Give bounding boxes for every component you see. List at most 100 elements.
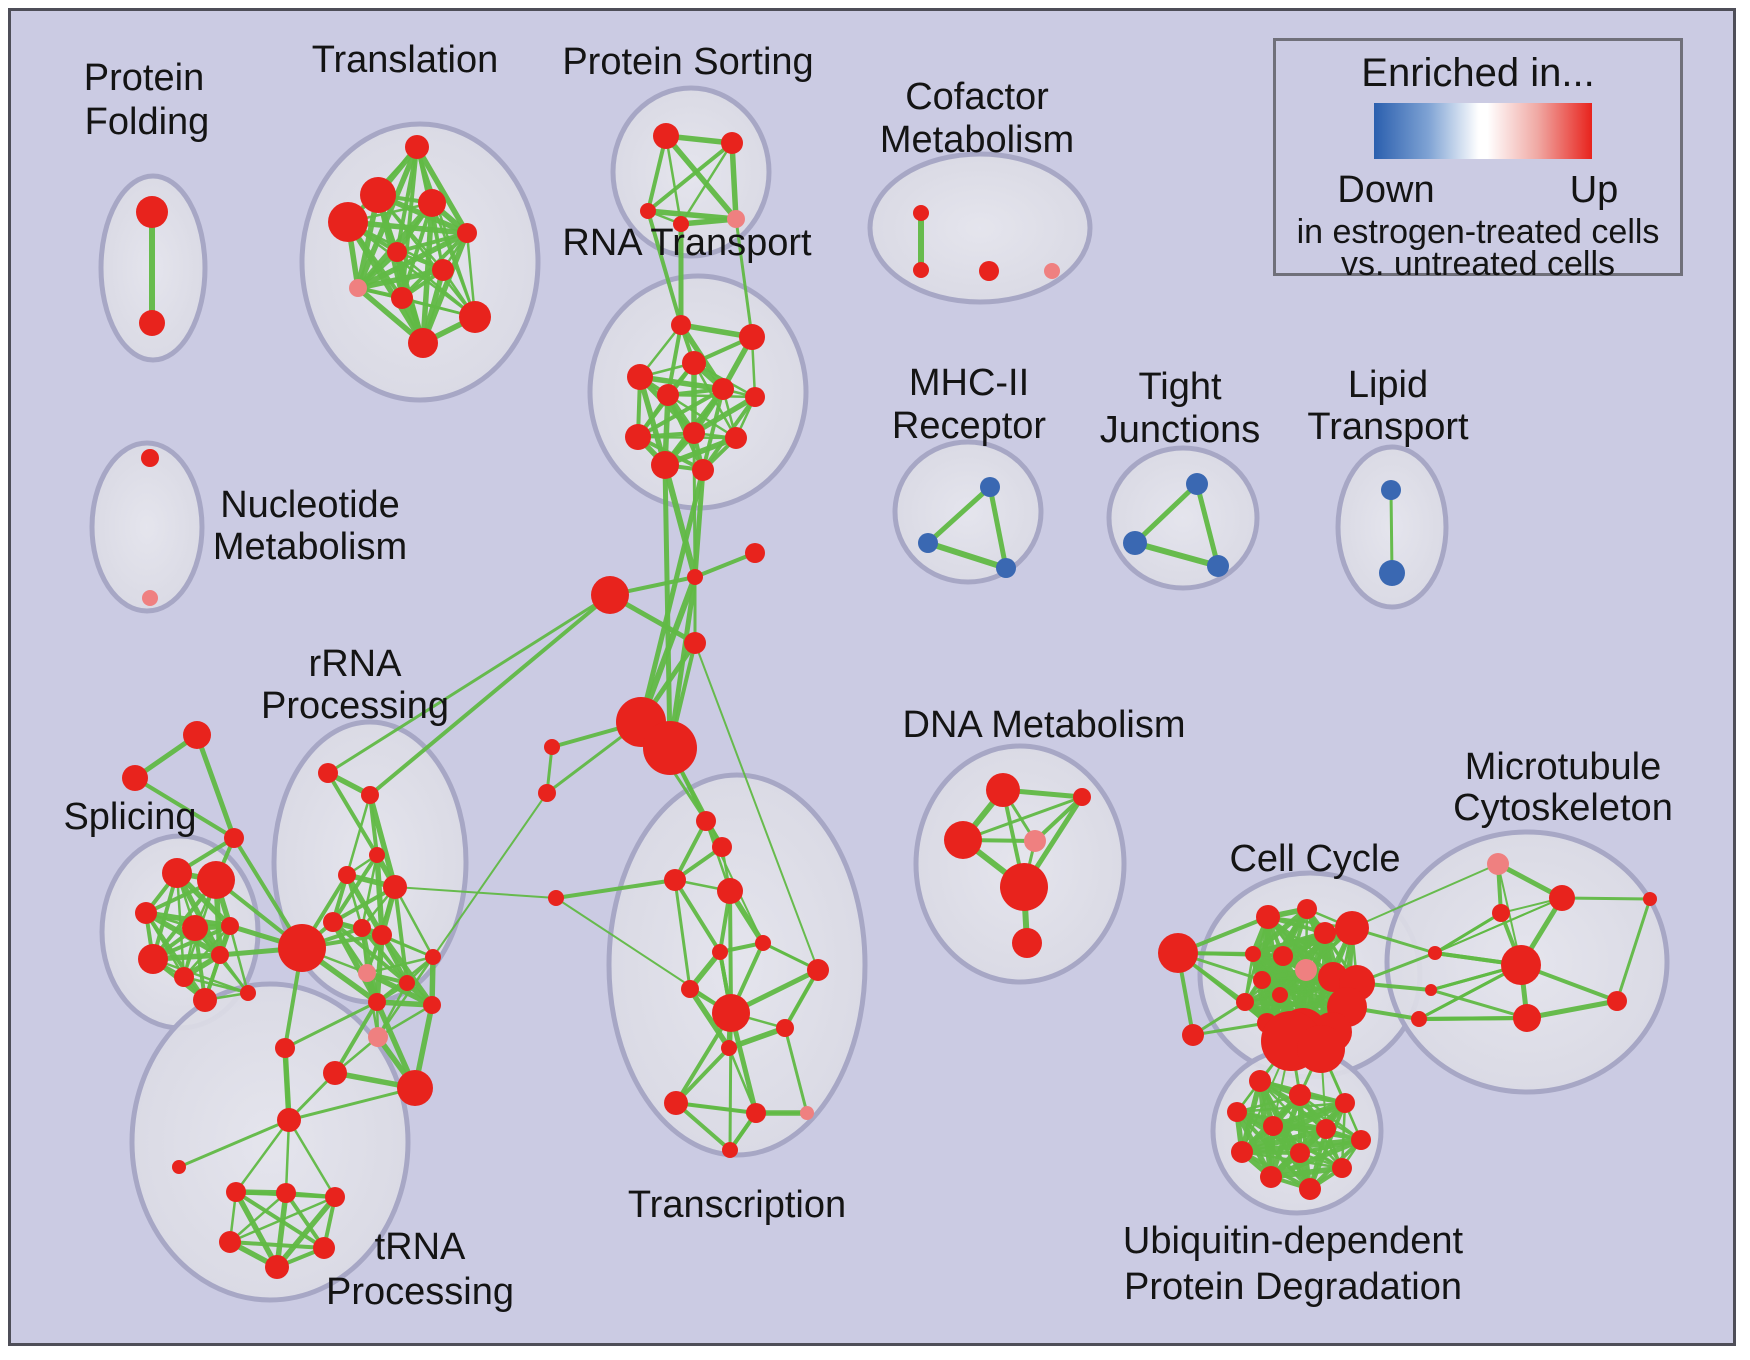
gene-set-node [1256,905,1280,929]
gene-set-node [1411,1011,1427,1027]
gene-set-node [712,944,728,960]
edge [1351,863,1499,929]
edge [1194,481,1221,569]
edge [182,924,232,979]
gene-set-node [459,301,491,333]
cluster-label-cofactor-metabolism: Cofactor [905,76,1049,118]
gene-set-node [986,773,1020,807]
gene-set-node [353,919,371,937]
gene-set-node [172,1160,186,1174]
gene-set-node [226,1182,246,1202]
edge [637,374,726,392]
gene-set-node [1316,1119,1336,1139]
gene-set-node [1295,959,1317,981]
cluster-label-dna-metabolism: DNA Metabolism [903,704,1186,746]
gene-set-node [1381,480,1401,500]
gene-set-node [721,1040,737,1056]
gene-set-node [1607,991,1627,1011]
edge [728,1011,733,1152]
network-nodes [122,123,1657,1279]
edge [687,986,732,1051]
legend-gradient-bar [1374,103,1592,159]
edge [414,144,470,236]
gene-set-node [683,422,705,444]
edge [1389,488,1394,575]
gene-set-node [1299,1178,1321,1200]
gene-set-node [1044,263,1060,279]
edge [693,551,757,579]
legend-caption-line2: vs. untreated cells [1340,245,1616,283]
edge [666,393,757,399]
edge [395,250,477,319]
gene-set-node [745,543,765,563]
gene-set-node [162,858,192,888]
gene-set-node [1513,1004,1541,1032]
edge [194,732,237,841]
edge [365,955,435,975]
gene-set-node [1207,555,1229,577]
gene-set-node [139,310,165,336]
edge [376,955,435,1039]
edge [228,1195,337,1244]
gene-set-node [1549,885,1575,911]
edge [679,141,734,226]
gene-set-node [265,1255,289,1279]
gene-set-node [980,477,1000,497]
gene-set-node [141,449,159,467]
edge [961,795,1084,842]
edge [638,467,706,725]
cluster-label-protein-folding: Folding [85,101,210,143]
cluster-label-nucleotide-metabolism: Metabolism [213,526,407,568]
edge [694,642,819,971]
gene-set-node [138,944,168,974]
gene-set-node [358,964,376,982]
edge [274,1194,338,1270]
gene-set-node [224,828,244,848]
cluster-ellipse-tight-junctions [1106,445,1260,591]
gene-set-node [1236,993,1254,1011]
gene-set-node [544,739,560,755]
gene-set-node [591,576,629,614]
gene-set-node [1158,933,1198,973]
gene-set-node [240,985,256,1001]
edge [1235,1101,1347,1114]
gene-set-node [391,287,413,309]
edge [925,540,1009,571]
gene-set-node [219,1231,241,1253]
gene-set-node [712,994,750,1032]
cluster-label-protein-sorting: Protein Sorting [562,41,813,83]
edge [1524,998,1620,1021]
gene-set-node [739,324,765,350]
cluster-label-microtubule-cytoskeleton: Microtubule [1465,746,1661,788]
cluster-ellipse-cofactor-metabolism [867,151,1093,305]
gene-set-node [1272,987,1288,1003]
gene-set-node [807,959,829,981]
gene-set-node [712,837,732,857]
edge [333,1000,379,1075]
edge [673,878,722,954]
gene-set-node [1000,863,1048,911]
edge [1132,481,1200,546]
gene-set-node [745,387,765,407]
cluster-label-translation: Translation [312,39,499,81]
gene-set-node [193,988,217,1012]
gene-set-node [643,721,697,775]
edge [287,1086,417,1122]
cluster-label-mhc-ii-receptor: Receptor [892,405,1047,447]
gene-set-node [1335,1093,1355,1113]
edge [177,1118,291,1169]
gene-set-node [625,424,651,450]
gene-set-node [325,1187,345,1207]
edge [783,968,820,1030]
edge [674,1101,758,1115]
edge [345,793,372,877]
edge [1268,1165,1345,1180]
edge [374,999,435,1008]
edge [666,393,738,440]
edge [1243,975,1335,1004]
gene-set-node [368,993,386,1011]
gene-set-node [684,632,706,654]
gene-set-node [197,861,235,899]
gene-set-node [1332,1158,1352,1178]
gene-set-node [944,821,982,859]
